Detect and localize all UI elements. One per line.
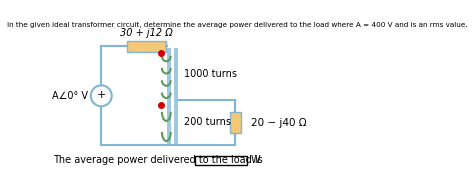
Text: +: + (97, 90, 106, 100)
Bar (173, 48, 178, 144)
Bar (195, 156, 247, 165)
Text: 200 turns: 200 turns (184, 117, 231, 127)
Text: 20 − j40 Ω: 20 − j40 Ω (252, 118, 307, 128)
Bar (230, 112, 241, 133)
Text: W.: W. (251, 155, 262, 166)
Text: 1000 turns: 1000 turns (184, 69, 237, 79)
Text: A∠0° V: A∠0° V (52, 91, 88, 101)
Text: In the given ideal transformer circuit, determine the average power delivered to: In the given ideal transformer circuit, … (7, 22, 467, 28)
Circle shape (91, 85, 112, 106)
Text: The average power delivered to the load is: The average power delivered to the load … (53, 155, 263, 166)
Bar (167, 48, 171, 144)
Bar (127, 41, 165, 52)
Text: 30 + j12 Ω: 30 + j12 Ω (120, 28, 173, 38)
